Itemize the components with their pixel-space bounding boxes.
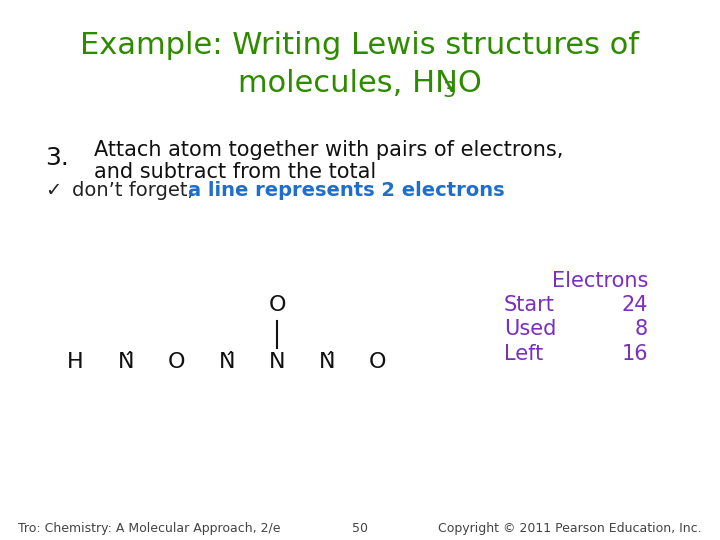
Text: N: N (269, 352, 285, 372)
Text: Used: Used (504, 319, 557, 340)
Text: O: O (369, 352, 387, 372)
Text: Ń: Ń (320, 352, 336, 372)
Text: 3: 3 (442, 80, 455, 101)
Text: H: H (67, 352, 84, 372)
Text: and subtract from the total: and subtract from the total (94, 162, 376, 182)
Text: Copyright © 2011 Pearson Education, Inc.: Copyright © 2011 Pearson Education, Inc. (438, 522, 702, 535)
Text: Attach atom together with pairs of electrons,: Attach atom together with pairs of elect… (94, 140, 563, 160)
Text: Start: Start (504, 295, 555, 315)
Text: Ń: Ń (118, 352, 134, 372)
Text: ✓: ✓ (45, 181, 61, 200)
Text: Tro: Chemistry: A Molecular Approach, 2/e: Tro: Chemistry: A Molecular Approach, 2/… (18, 522, 281, 535)
Text: Left: Left (504, 343, 544, 364)
Text: Ń: Ń (219, 352, 235, 372)
Text: 50: 50 (352, 522, 368, 535)
Text: 16: 16 (621, 343, 648, 364)
Text: 8: 8 (635, 319, 648, 340)
Text: a line represents 2 electrons: a line represents 2 electrons (188, 181, 505, 200)
Text: don’t forget,: don’t forget, (72, 181, 200, 200)
Text: Example: Writing Lewis structures of: Example: Writing Lewis structures of (81, 31, 639, 60)
Text: Electrons: Electrons (552, 271, 648, 291)
Text: 24: 24 (621, 295, 648, 315)
Text: O: O (168, 352, 185, 372)
Text: molecules, HNO: molecules, HNO (238, 69, 482, 98)
Text: 3.: 3. (45, 146, 68, 170)
Text: O: O (269, 295, 286, 315)
